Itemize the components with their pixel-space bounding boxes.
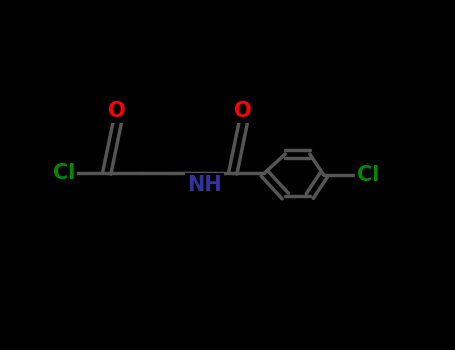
Text: Cl: Cl <box>357 165 379 185</box>
Text: O: O <box>234 101 252 121</box>
Text: O: O <box>108 101 126 121</box>
Text: NH: NH <box>187 175 222 195</box>
Text: Cl: Cl <box>53 163 75 183</box>
